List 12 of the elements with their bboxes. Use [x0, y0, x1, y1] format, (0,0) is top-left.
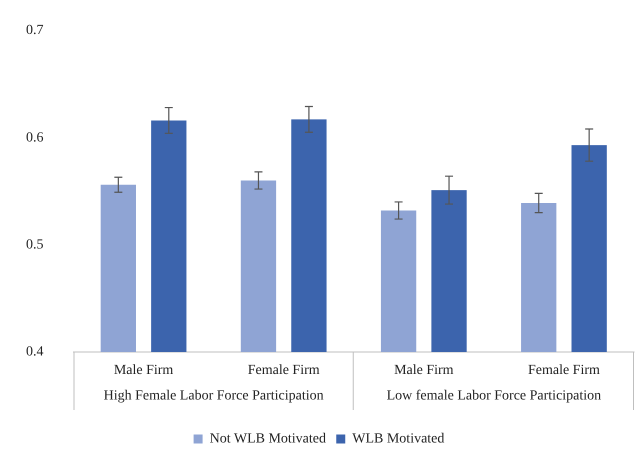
legend-label: Not WLB Motivated	[210, 432, 326, 447]
legend-label: WLB Motivated	[352, 432, 444, 447]
text: High Female Labor Force Participation	[104, 388, 324, 404]
x-tick-label: Female Firm	[528, 363, 600, 378]
y-tick-label: 0.4	[26, 344, 44, 360]
y-tick-label: 0.6	[26, 130, 44, 146]
x-tick-label: Male Firm	[114, 363, 174, 378]
x-tick-label: Female Firm	[248, 363, 320, 378]
y-tick-label: 0.7	[26, 23, 44, 38]
y-tick-label: 0.5	[26, 237, 44, 252]
x-tick-label: Male Firm	[394, 363, 454, 378]
text: Low female Labor Force Participation	[386, 388, 602, 404]
